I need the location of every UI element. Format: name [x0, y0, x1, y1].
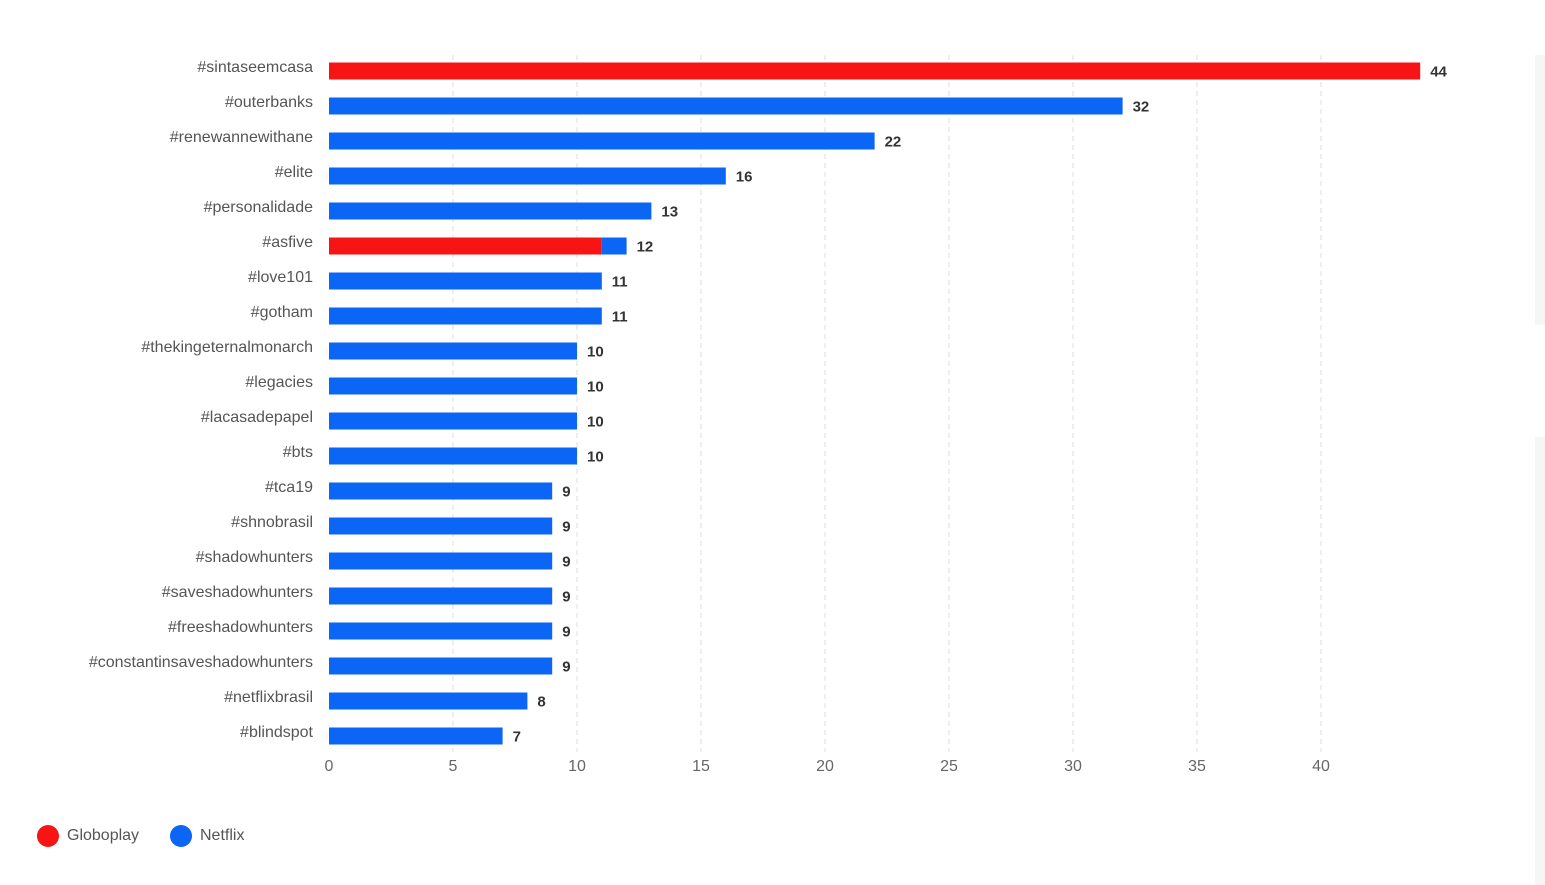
- bar-netflix: [329, 447, 577, 465]
- value-labels: 44 32 22 16 13 12 11 11 10 10 10 10 9 9 9 9 9 9 8 7: [513, 64, 1448, 746]
- value-label: 11: [612, 309, 628, 326]
- x-tick-label: 25: [940, 758, 958, 775]
- category-label: #saveshadowhunters: [162, 584, 313, 601]
- bar-globoplay: [329, 62, 1421, 80]
- value-label: 10: [587, 344, 604, 361]
- category-label: #elite: [275, 164, 313, 181]
- value-label: 10: [587, 414, 604, 431]
- category-label: #shnobrasil: [231, 514, 313, 531]
- value-label: 22: [885, 134, 902, 151]
- category-label: #gotham: [251, 304, 313, 321]
- category-label: #thekingeternalmonarch: [141, 339, 313, 356]
- bar-netflix: [329, 657, 553, 675]
- x-tick-label: 5: [449, 758, 458, 775]
- value-label: 9: [562, 659, 570, 676]
- value-label: 9: [562, 519, 570, 536]
- x-tick-label: 35: [1188, 758, 1206, 775]
- x-tick-label: 20: [816, 758, 834, 775]
- category-label: #personalidade: [204, 199, 314, 216]
- bar-netflix: [601, 237, 627, 255]
- value-label: 16: [736, 169, 753, 186]
- bar-netflix: [329, 272, 602, 290]
- bar-netflix: [329, 132, 875, 150]
- x-tick-label: 0: [325, 758, 334, 775]
- side-panel-edge: [1535, 437, 1545, 885]
- bar-netflix: [329, 587, 553, 605]
- bar-netflix: [329, 97, 1123, 115]
- x-tick-label: 40: [1312, 758, 1330, 775]
- category-label: #constantinsaveshadowhunters: [89, 654, 313, 671]
- bar-netflix: [329, 727, 503, 745]
- bars: [329, 62, 1421, 745]
- bar-netflix: [329, 552, 553, 570]
- legend-item-netflix[interactable]: Netflix: [170, 825, 244, 847]
- bar-netflix: [329, 202, 652, 220]
- category-labels: #sintaseemcasa #outerbanks #renewannewitha…: [89, 59, 314, 741]
- category-label: #love101: [248, 269, 313, 286]
- x-tick-label: 15: [692, 758, 710, 775]
- category-label: #netflixbrasil: [224, 689, 313, 706]
- legend-swatch-icon: [37, 825, 59, 847]
- x-axis: 0 5 10 15 20 25 30 35 40: [325, 758, 1330, 775]
- legend-swatch-icon: [170, 825, 192, 847]
- bar-netflix: [329, 622, 553, 640]
- value-label: 12: [637, 239, 654, 256]
- category-label: #sintaseemcasa: [197, 59, 313, 76]
- bar-netflix: [329, 412, 577, 430]
- value-label: 9: [562, 624, 570, 641]
- value-label: 11: [612, 274, 628, 291]
- legend-label: Netflix: [200, 827, 245, 844]
- category-label: #outerbanks: [225, 94, 313, 111]
- bar-netflix: [329, 692, 528, 710]
- x-tick-label: 30: [1064, 758, 1082, 775]
- x-tick-label: 10: [568, 758, 586, 775]
- category-label: #lacasadepapel: [201, 409, 313, 426]
- bar-netflix: [329, 167, 726, 185]
- category-label: #legacies: [245, 374, 313, 391]
- category-label: #blindspot: [240, 724, 314, 741]
- value-label: 9: [562, 589, 570, 606]
- bar-netflix: [329, 307, 602, 325]
- category-label: #shadowhunters: [196, 549, 313, 566]
- value-label: 8: [537, 694, 545, 711]
- bar-netflix: [329, 342, 577, 360]
- value-label: 7: [513, 729, 521, 746]
- side-panel-edge: [1535, 55, 1545, 325]
- value-label: 44: [1430, 64, 1447, 81]
- gridlines: [452, 55, 1322, 752]
- bar-globoplay: [329, 237, 602, 255]
- legend-item-globoplay[interactable]: Globoplay: [37, 825, 139, 847]
- bar-netflix: [329, 517, 553, 535]
- value-label: 13: [661, 204, 678, 221]
- value-label: 32: [1133, 99, 1150, 116]
- value-label: 9: [562, 554, 570, 571]
- value-label: 10: [587, 379, 604, 396]
- legend-label: Globoplay: [67, 827, 140, 844]
- category-label: #bts: [283, 444, 313, 461]
- category-label: #asfive: [262, 234, 313, 251]
- category-label: #freeshadowhunters: [168, 619, 313, 636]
- bar-netflix: [329, 377, 577, 395]
- category-label: #tca19: [265, 479, 313, 496]
- category-label: #renewannewithane: [170, 129, 313, 146]
- bar-netflix: [329, 482, 553, 500]
- value-label: 10: [587, 449, 604, 466]
- value-label: 9: [562, 484, 570, 501]
